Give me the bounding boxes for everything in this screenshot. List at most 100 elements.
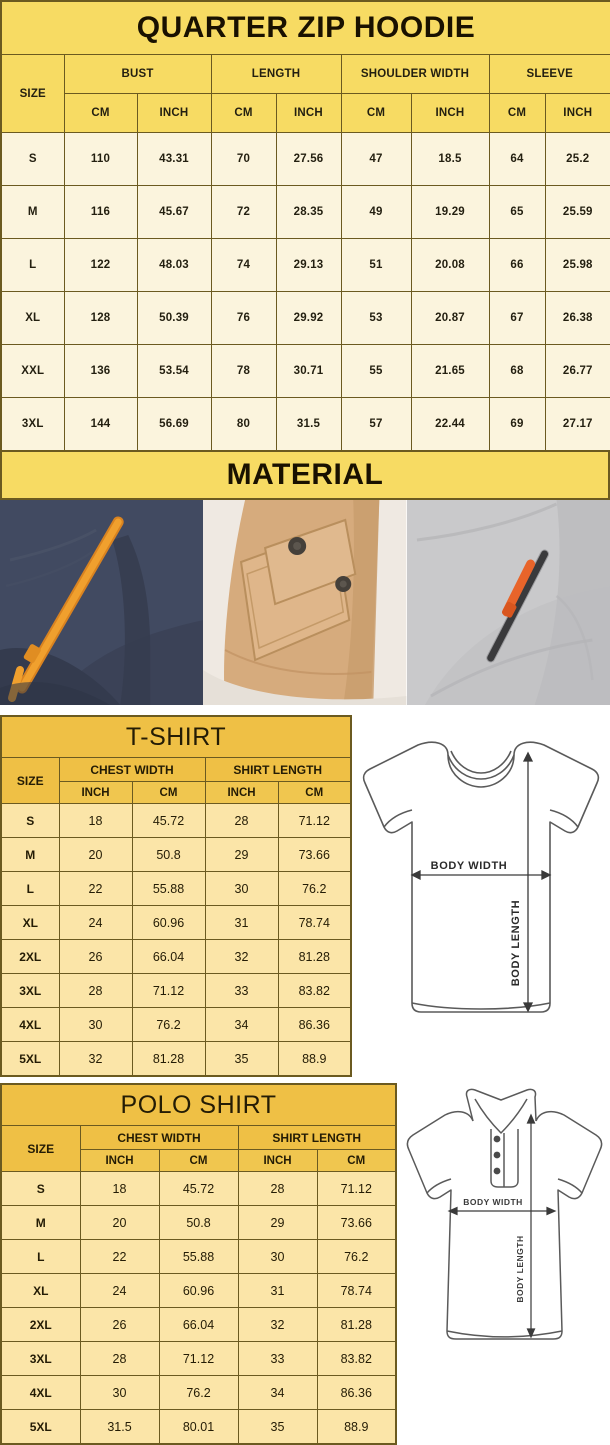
table-row: 5XL 31.5 80.01 35 88.9 (0, 1409, 397, 1445)
tshirt-cell-length-cm: 76.2 (277, 871, 352, 906)
tshirt-diagram-container: BODY WIDTH BODY LENGTH (352, 715, 610, 1045)
hoodie-cell-shoulder-cm: 55 (340, 344, 412, 398)
tshirt-cell-chest-inch: 18 (58, 803, 133, 838)
tshirt-cell-size: M (0, 837, 60, 872)
polo-cell-chest-cm: 71.12 (158, 1341, 239, 1376)
polo-unit-length-inch: INCH (237, 1149, 318, 1172)
tshirt-cell-length-inch: 31 (204, 905, 279, 940)
hoodie-cell-bust-cm: 128 (63, 291, 138, 345)
hoodie-cell-sleeve-cm: 69 (488, 397, 546, 452)
material-title: MATERIAL (226, 458, 384, 491)
table-row: M 116 45.67 72 28.35 49 19.29 65 25.59 (0, 185, 610, 239)
polo-cell-chest-cm: 45.72 (158, 1171, 239, 1206)
hoodie-cell-sleeve-cm: 65 (488, 185, 546, 239)
polo-group-chest-width: CHEST WIDTH (79, 1125, 239, 1150)
tshirt-cell-size: L (0, 871, 60, 906)
polo-cell-chest-cm: 76.2 (158, 1375, 239, 1410)
tshirt-title: T-SHIRT (0, 715, 352, 758)
tshirt-cell-chest-cm: 71.12 (131, 973, 206, 1008)
table-row: XL 24 60.96 31 78.74 (0, 1273, 397, 1308)
tshirt-cell-length-cm: 73.66 (277, 837, 352, 872)
hoodie-title-row: QUARTER ZIP HOODIE (0, 0, 610, 55)
tshirt-size-header: SIZE (0, 757, 60, 804)
polo-title: POLO SHIRT (0, 1083, 397, 1126)
hoodie-cell-shoulder-cm: 51 (340, 238, 412, 292)
polo-title-row: POLO SHIRT (0, 1083, 397, 1126)
polo-cell-length-cm: 83.82 (316, 1341, 397, 1376)
hoodie-cell-sleeve-cm: 68 (488, 344, 546, 398)
polo-cell-length-inch: 31 (237, 1273, 318, 1308)
hoodie-cell-bust-cm: 116 (63, 185, 138, 239)
hoodie-group-sleeve: SLEEVE (488, 54, 610, 94)
polo-section: POLO SHIRT SIZE CHEST WIDTH SHIRT LENGTH… (0, 1083, 610, 1445)
hoodie-cell-length-cm: 78 (210, 344, 277, 398)
hoodie-cell-length-inch: 28.35 (275, 185, 342, 239)
grey-fleece-orange-zip-icon (406, 500, 610, 705)
hoodie-unit-shoulder-cm: CM (340, 93, 412, 133)
table-row: 3XL 28 71.12 33 83.82 (0, 973, 352, 1008)
hoodie-cell-length-inch: 29.92 (275, 291, 342, 345)
polo-cell-length-inch: 28 (237, 1171, 318, 1206)
polo-cell-length-inch: 32 (237, 1307, 318, 1342)
tshirt-title-row: T-SHIRT (0, 715, 352, 758)
hoodie-cell-bust-cm: 144 (63, 397, 138, 452)
hoodie-unit-length-cm: CM (210, 93, 277, 133)
hoodie-cell-bust-cm: 122 (63, 238, 138, 292)
table-row: 2XL 26 66.04 32 81.28 (0, 939, 352, 974)
polo-group-header-row: SIZE CHEST WIDTH SHIRT LENGTH (0, 1125, 397, 1172)
tshirt-cell-size: S (0, 803, 60, 838)
hoodie-cell-shoulder-inch: 21.65 (410, 344, 490, 398)
polo-cell-length-inch: 33 (237, 1341, 318, 1376)
tshirt-cell-chest-cm: 81.28 (131, 1041, 206, 1077)
tshirt-cell-length-inch: 28 (204, 803, 279, 838)
polo-cell-chest-inch: 28 (79, 1341, 160, 1376)
tshirt-size-table: T-SHIRT SIZE CHEST WIDTH SHIRT LENGTH IN… (0, 715, 352, 1077)
polo-cell-length-inch: 34 (237, 1375, 318, 1410)
tshirt-cell-length-cm: 81.28 (277, 939, 352, 974)
material-banner: MATERIAL (0, 452, 610, 500)
tshirt-cell-length-inch: 33 (204, 973, 279, 1008)
hoodie-cell-shoulder-cm: 47 (340, 132, 412, 186)
tshirt-body-width-label: BODY WIDTH (431, 860, 508, 872)
spacer (0, 705, 610, 715)
hoodie-cell-size: S (0, 132, 65, 186)
hoodie-cell-length-cm: 80 (210, 397, 277, 452)
tshirt-cell-length-inch: 32 (204, 939, 279, 974)
polo-cell-chest-cm: 50.8 (158, 1205, 239, 1240)
table-row: L 122 48.03 74 29.13 51 20.08 66 25.98 (0, 238, 610, 292)
tshirt-unit-chest-inch: INCH (58, 781, 133, 804)
hoodie-cell-size: M (0, 185, 65, 239)
material-photo-grey-fleece-orange-zip (406, 500, 610, 705)
spacer (0, 1077, 610, 1083)
polo-cell-size: L (0, 1239, 81, 1274)
tshirt-cell-size: XL (0, 905, 60, 940)
hoodie-cell-bust-inch: 50.39 (136, 291, 212, 345)
polo-unit-chest-inch: INCH (79, 1149, 160, 1172)
polo-cell-chest-cm: 60.96 (158, 1273, 239, 1308)
polo-cell-size: M (0, 1205, 81, 1240)
polo-cell-chest-inch: 18 (79, 1171, 160, 1206)
hoodie-cell-length-inch: 30.71 (275, 344, 342, 398)
tshirt-cell-size: 5XL (0, 1041, 60, 1077)
hoodie-cell-bust-cm: 136 (63, 344, 138, 398)
polo-cell-size: 4XL (0, 1375, 81, 1410)
hoodie-cell-shoulder-inch: 22.44 (410, 397, 490, 452)
tshirt-cell-chest-inch: 24 (58, 905, 133, 940)
polo-cell-size: 5XL (0, 1409, 81, 1445)
table-row: S 18 45.72 28 71.12 (0, 1171, 397, 1206)
tshirt-cell-size: 3XL (0, 973, 60, 1008)
polo-group-shirt-length: SHIRT LENGTH (237, 1125, 397, 1150)
table-row: S 110 43.31 70 27.56 47 18.5 64 25.2 (0, 132, 610, 186)
tshirt-section: T-SHIRT SIZE CHEST WIDTH SHIRT LENGTH IN… (0, 715, 610, 1077)
hoodie-unit-shoulder-inch: INCH (410, 93, 490, 133)
table-row: M 20 50.8 29 73.66 (0, 1205, 397, 1240)
tshirt-cell-chest-cm: 55.88 (131, 871, 206, 906)
hoodie-cell-bust-cm: 110 (63, 132, 138, 186)
tshirt-cell-chest-inch: 26 (58, 939, 133, 974)
tshirt-cell-length-inch: 34 (204, 1007, 279, 1042)
hoodie-cell-sleeve-inch: 26.77 (544, 344, 610, 398)
hoodie-title: QUARTER ZIP HOODIE (0, 0, 610, 55)
hoodie-group-shoulder-width: SHOULDER WIDTH (340, 54, 490, 94)
polo-body-length-label: BODY LENGTH (515, 1235, 525, 1302)
polo-body-width-label: BODY WIDTH (463, 1197, 523, 1207)
